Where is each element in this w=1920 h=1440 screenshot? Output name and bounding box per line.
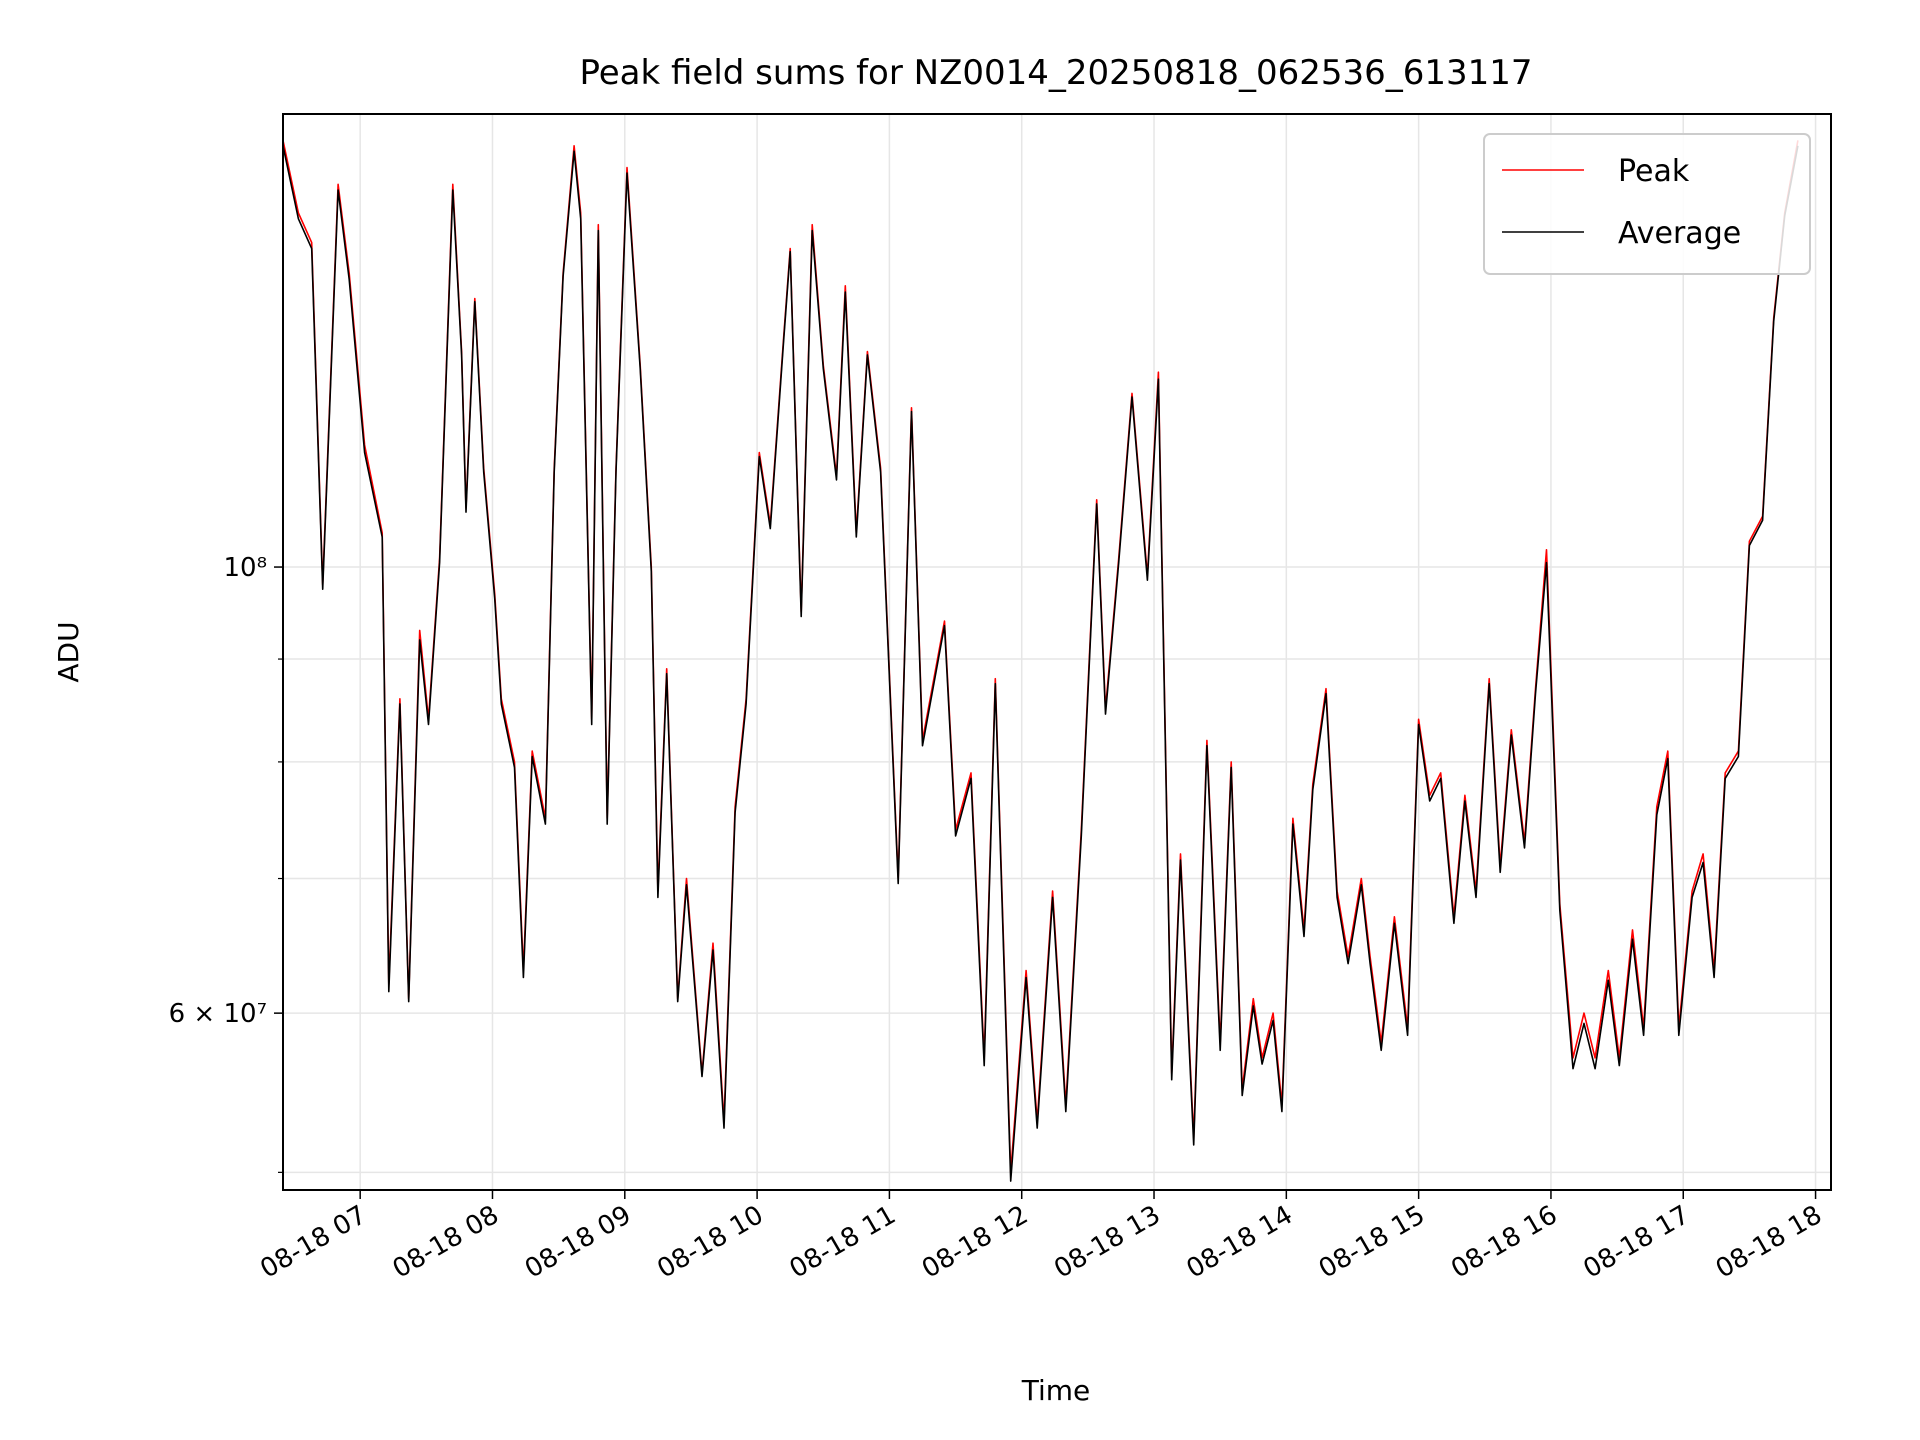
legend: Peak Average (1483, 133, 1811, 275)
chart-title: Peak field sums for NZ0014_20250818_0625… (579, 53, 1532, 93)
legend-box (1483, 133, 1811, 275)
y-axis: 6 × 10⁷ 10⁸ (169, 553, 283, 1173)
plot-frame (282, 113, 1832, 1191)
legend-label-peak: Peak (1618, 154, 1690, 189)
y-tick-label: 6 × 10⁷ (169, 999, 267, 1029)
series-layer (282, 140, 1799, 1182)
legend-label-average: Average (1618, 216, 1741, 251)
series-line-average (282, 145, 1799, 1182)
y-tick-label: 10⁸ (223, 553, 267, 583)
y-axis-title: ADU (52, 621, 85, 682)
x-axis-title: Time (1021, 1374, 1091, 1407)
